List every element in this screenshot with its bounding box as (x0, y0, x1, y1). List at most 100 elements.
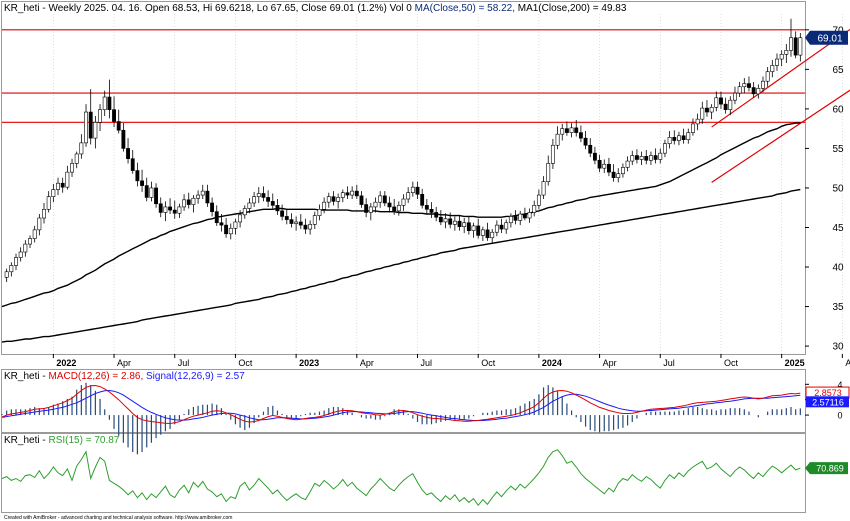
price-header-ma50: MA(Close,50) = 58.22, (415, 3, 518, 14)
candle-body (280, 210, 285, 217)
candle-body (443, 218, 448, 223)
candle-body (644, 156, 649, 161)
candle-body (709, 107, 714, 113)
candle-body (158, 203, 163, 213)
candle-body (597, 159, 602, 169)
candle-body (714, 97, 719, 108)
candle-body (312, 215, 317, 225)
candle-body (765, 71, 770, 82)
candle-body (74, 153, 79, 164)
candle-body (793, 37, 798, 56)
candle-body (691, 123, 695, 133)
macd-header-prefix: KR_heti - (4, 371, 48, 382)
candle-body (639, 156, 644, 160)
candle-body (602, 163, 607, 169)
candle-body (522, 213, 527, 219)
candle-body (518, 213, 523, 221)
candle-body (396, 205, 401, 212)
price-layer (1, 18, 850, 343)
x-tick-label: 2025 (785, 358, 805, 368)
candle-body (415, 186, 420, 195)
candle-body (420, 193, 425, 206)
candle-body (588, 144, 593, 154)
candle-body (775, 58, 779, 66)
x-tick-label: Oct (238, 358, 253, 368)
x-tick-label: 2023 (299, 358, 319, 368)
candle-body (378, 195, 383, 203)
candle-body (789, 37, 793, 51)
candle-body (149, 187, 154, 198)
candle-body (177, 206, 182, 214)
price-y-tick-label: 65 (832, 65, 844, 76)
x-tick-label: Apr (117, 358, 131, 368)
candle-body (60, 182, 65, 188)
candle-body (233, 221, 238, 229)
rsi-header-prefix: KR_heti - (4, 435, 48, 446)
candle-body (270, 201, 275, 206)
candle-body (480, 229, 485, 236)
candle-body (9, 265, 14, 273)
trend-channel-line (711, 89, 850, 183)
x-tick-label: Oct (481, 358, 496, 368)
candle-body (98, 109, 102, 123)
candle-body (649, 155, 653, 161)
macd-header-signal: Signal(12,26,9) = 2.57 (146, 371, 245, 382)
candle-body (438, 216, 443, 223)
candle-body (620, 167, 625, 175)
candle-body (308, 224, 313, 230)
candle-body (28, 238, 32, 245)
candle-body (508, 216, 513, 224)
price-y-tick-label: 35 (832, 302, 844, 313)
x-tick-label: Jul (663, 358, 675, 368)
candle-body (242, 208, 247, 216)
candle-body (84, 111, 88, 144)
candle-body (424, 205, 429, 210)
candle-body (93, 122, 98, 139)
candle-body (452, 220, 457, 225)
x-tick-label: Apr (845, 358, 850, 368)
candle-body (42, 209, 46, 219)
macd-pane[interactable] (1, 369, 806, 433)
close-price-tag (805, 30, 848, 45)
candle-body (728, 99, 733, 110)
candle-body (686, 132, 691, 141)
candle-body (294, 221, 299, 224)
macd-line (1, 384, 801, 425)
candle-body (65, 171, 70, 188)
candle-body (130, 158, 135, 171)
candle-body (555, 133, 560, 146)
candle-body (112, 109, 116, 122)
sma50-line (1, 122, 801, 308)
candle-body (275, 205, 280, 212)
sma200-line (1, 188, 801, 343)
candle-body (667, 137, 672, 144)
price-header-ma200: MA1(Close,200) = 49.83 (518, 3, 627, 14)
candle-body (494, 224, 499, 233)
macd-y-tick-label: 0 (837, 411, 842, 421)
rsi-line (1, 449, 801, 507)
price-y-tick-label: 55 (832, 144, 844, 155)
candle-body (434, 212, 439, 218)
price-pane[interactable] (1, 1, 806, 355)
candle-body (200, 190, 205, 196)
price-header-main: KR_heti - Weekly 2025. 04. 16. Open 68.5… (4, 3, 415, 14)
candle-body (219, 222, 224, 226)
candle-body (578, 132, 583, 139)
candle-body (247, 202, 252, 209)
candle-body (224, 224, 229, 235)
candle-body (266, 197, 271, 202)
candle-body (326, 196, 331, 203)
x-tick-label: Jul (421, 358, 433, 368)
candle-body (116, 121, 121, 131)
candle-body (317, 209, 322, 216)
candle-body (513, 216, 518, 221)
price-y-tick-label: 50 (832, 183, 844, 194)
candle-body (532, 205, 537, 213)
candle-body (359, 195, 364, 205)
rsi-pane[interactable] (1, 433, 806, 513)
x-tick-label: 2024 (542, 358, 562, 368)
signal-value-tag (806, 396, 849, 408)
candle-body (144, 185, 149, 198)
candle-body (107, 96, 112, 110)
